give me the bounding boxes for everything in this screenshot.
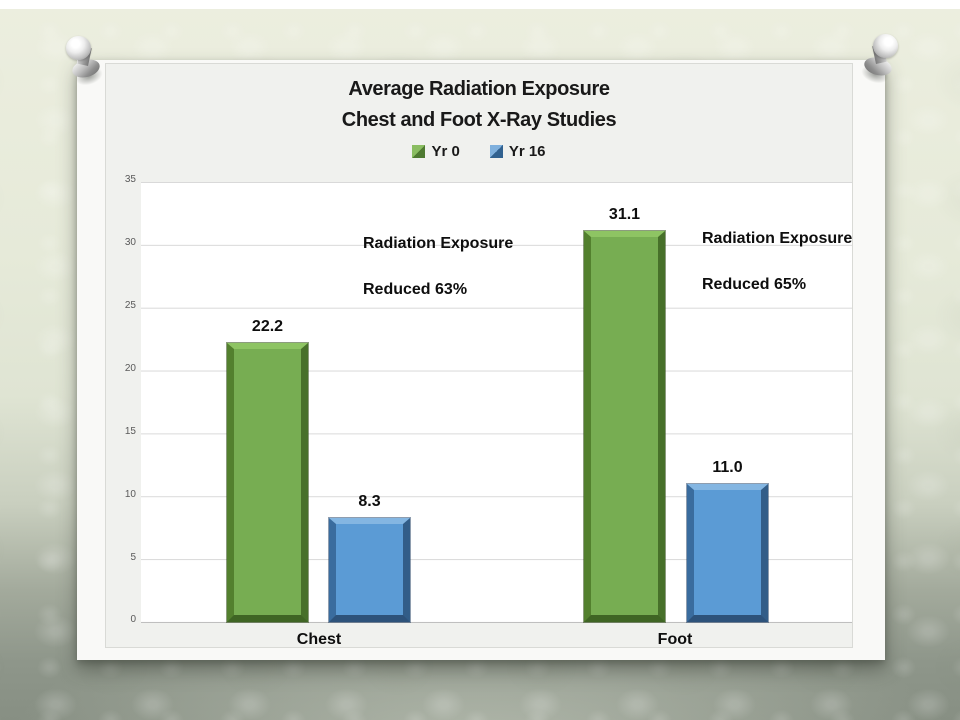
legend-item-yr0: Yr 0 [412,143,460,160]
bar-foot-yr16 [687,484,768,622]
plot-area: 22.2 8.3 31.1 11.0 Radiation Exposure [141,182,852,623]
y-axis-tick: 35 [124,174,136,185]
annotation-chest-line1: Radiation Exposure [363,235,514,252]
bar-foot-yr0 [584,231,665,622]
bar-column-chest-yr16: 8.3 [329,492,410,622]
pinned-paper: Average Radiation Exposure Chest and Foo… [77,60,885,660]
legend-item-yr16: Yr 16 [489,143,546,160]
y-axis-tick: 20 [124,363,136,374]
legend-swatch-yr0-icon [412,145,426,158]
annotation-foot-line2: Reduced 65% [702,276,807,293]
y-axis-tick: 0 [130,614,136,625]
legend-swatch-yr16-icon [489,145,503,158]
slide-top-strip [0,0,960,9]
x-axis-label-foot: Foot [657,631,693,648]
bar-label-foot-yr0: 31.1 [608,206,641,223]
y-axis-tick: 15 [124,426,136,437]
bar-chest-yr0 [227,343,308,622]
bar-label-chest-yr16: 8.3 [358,493,381,510]
bar-chest-yr16 [329,518,410,622]
pushpin-top-left-icon [62,36,112,93]
bar-column-chest-yr0: 22.2 [227,317,308,622]
annotation-foot: Radiation Exposure Reduced 65% [702,230,852,294]
legend-label-yr16: Yr 16 [508,143,546,160]
bar-label-foot-yr16: 11.0 [712,459,743,476]
y-axis-tick: 10 [124,489,136,500]
pushpin-top-right-icon [852,34,902,91]
annotation-foot-line1: Radiation Exposure [702,230,853,247]
y-axis-tick: 30 [124,237,136,248]
pushpin-head [66,36,91,60]
annotation-chest: Radiation Exposure Reduced 63% [363,235,513,299]
bar-label-chest-yr0: 22.2 [251,318,284,335]
pushpin-head [873,34,898,58]
annotation-chest-line2: Reduced 63% [363,281,468,298]
y-axis-tick: 25 [124,300,136,311]
y-axis-tick: 5 [130,552,136,563]
chart-title: Average Radiation Exposure [348,78,610,100]
bar-column-foot-yr0: 31.1 [584,205,665,622]
bar-chart: Average Radiation Exposure Chest and Foo… [105,63,853,648]
legend-label-yr0: Yr 0 [431,143,460,160]
x-axis-label-chest: Chest [296,631,342,648]
chart-subtitle: Chest and Foot X-Ray Studies [341,109,617,131]
bar-column-foot-yr16: 11.0 [687,458,768,622]
chart-legend: Yr 0 Yr 16 [106,143,852,160]
